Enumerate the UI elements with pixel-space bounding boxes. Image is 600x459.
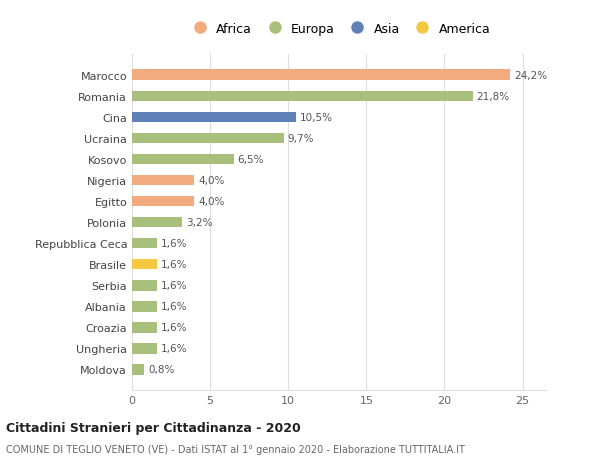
Legend: Africa, Europa, Asia, America: Africa, Europa, Asia, America (182, 18, 496, 41)
Text: Cittadini Stranieri per Cittadinanza - 2020: Cittadini Stranieri per Cittadinanza - 2… (6, 421, 301, 434)
Bar (132, 218, 182, 228)
Bar (132, 238, 157, 249)
Text: 21,8%: 21,8% (476, 92, 509, 101)
Text: 10,5%: 10,5% (300, 112, 333, 123)
Bar (132, 343, 157, 354)
Bar (132, 322, 157, 333)
Bar (132, 70, 510, 81)
Text: 3,2%: 3,2% (186, 218, 212, 228)
Text: 1,6%: 1,6% (161, 280, 187, 291)
Text: 4,0%: 4,0% (199, 196, 225, 207)
Text: 4,0%: 4,0% (199, 176, 225, 185)
Bar (132, 364, 145, 375)
Text: 1,6%: 1,6% (161, 260, 187, 269)
Bar (132, 133, 284, 144)
Text: 1,6%: 1,6% (161, 344, 187, 353)
Text: COMUNE DI TEGLIO VENETO (VE) - Dati ISTAT al 1° gennaio 2020 - Elaborazione TUTT: COMUNE DI TEGLIO VENETO (VE) - Dati ISTA… (6, 444, 465, 454)
Text: 1,6%: 1,6% (161, 239, 187, 249)
Bar (132, 196, 194, 207)
Bar (132, 302, 157, 312)
Bar (132, 280, 157, 291)
Bar (132, 259, 157, 270)
Bar (132, 112, 296, 123)
Text: 1,6%: 1,6% (161, 302, 187, 312)
Bar (132, 91, 473, 102)
Text: 0,8%: 0,8% (148, 365, 175, 375)
Text: 6,5%: 6,5% (238, 155, 264, 165)
Text: 9,7%: 9,7% (287, 134, 314, 144)
Bar (132, 175, 194, 186)
Text: 1,6%: 1,6% (161, 323, 187, 333)
Bar (132, 154, 233, 165)
Text: 24,2%: 24,2% (514, 71, 547, 80)
